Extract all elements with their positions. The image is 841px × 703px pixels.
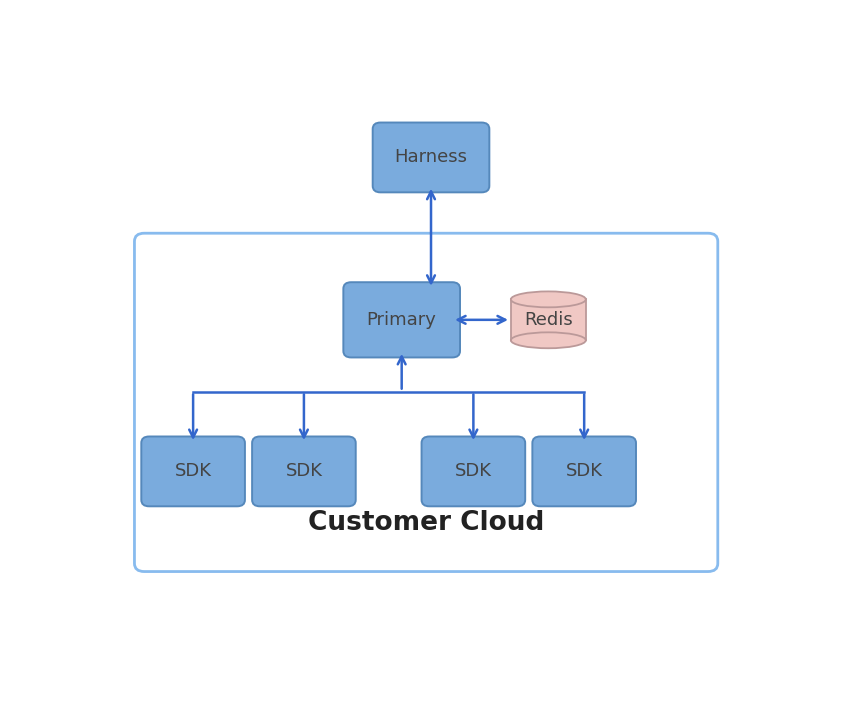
FancyBboxPatch shape bbox=[343, 282, 460, 357]
Text: SDK: SDK bbox=[175, 463, 212, 480]
Ellipse shape bbox=[510, 333, 586, 348]
FancyBboxPatch shape bbox=[252, 437, 356, 506]
FancyBboxPatch shape bbox=[135, 233, 717, 572]
FancyBboxPatch shape bbox=[373, 122, 489, 193]
FancyBboxPatch shape bbox=[532, 437, 636, 506]
Text: SDK: SDK bbox=[285, 463, 322, 480]
FancyBboxPatch shape bbox=[421, 437, 525, 506]
Text: SDK: SDK bbox=[566, 463, 603, 480]
FancyBboxPatch shape bbox=[141, 437, 245, 506]
Text: Primary: Primary bbox=[367, 311, 436, 329]
Text: SDK: SDK bbox=[455, 463, 492, 480]
Bar bbox=[510, 299, 586, 340]
Ellipse shape bbox=[510, 292, 586, 307]
Text: Redis: Redis bbox=[524, 311, 573, 329]
Text: Harness: Harness bbox=[394, 148, 468, 167]
Text: Customer Cloud: Customer Cloud bbox=[308, 510, 544, 536]
